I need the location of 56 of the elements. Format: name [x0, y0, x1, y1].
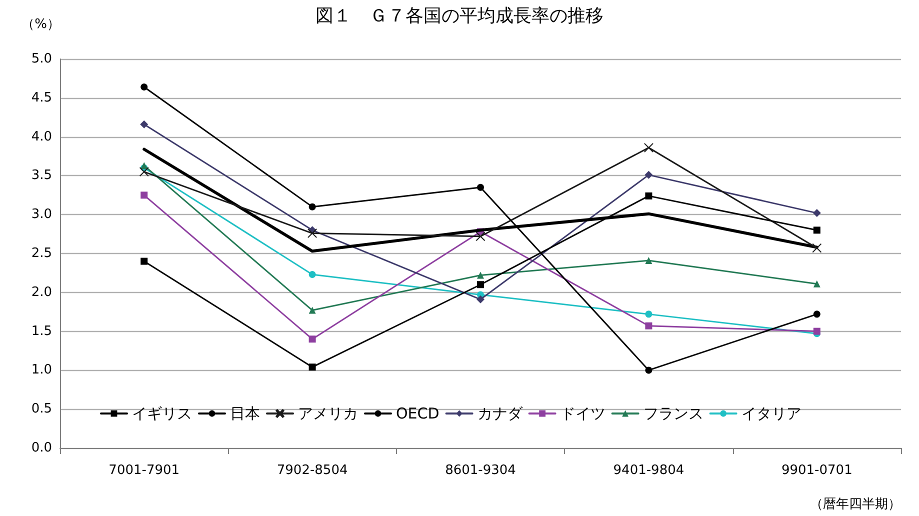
point	[644, 143, 654, 152]
point	[812, 243, 822, 253]
point	[139, 167, 149, 176]
y-tick-label: 1.5	[31, 324, 52, 339]
point	[308, 364, 316, 371]
point	[645, 257, 652, 264]
point	[308, 203, 316, 210]
y-tick-label: 4.0	[31, 129, 52, 144]
legend-label: カナダ	[477, 404, 524, 422]
y-tick-label: 4.5	[31, 90, 52, 106]
legend-label: イギリス	[132, 404, 192, 422]
y-tick-label: 5.0	[31, 52, 52, 66]
point	[308, 228, 317, 238]
point	[645, 366, 652, 374]
y-tick-label: 0.5	[31, 402, 52, 417]
point	[476, 295, 484, 304]
point	[476, 232, 486, 242]
x-tick-label: 9901-0701	[781, 463, 852, 478]
point	[813, 328, 820, 335]
y-tick-label: 0.0	[31, 440, 52, 456]
legend-label: 日本	[230, 404, 260, 422]
point	[140, 84, 148, 91]
point	[140, 120, 148, 128]
y-tick-label: 3.5	[31, 168, 52, 184]
point	[477, 272, 484, 279]
point	[477, 281, 484, 288]
point	[645, 310, 652, 318]
point	[645, 192, 652, 200]
legend-label: OECD	[396, 404, 440, 422]
point	[644, 170, 653, 179]
point	[812, 209, 821, 218]
y-tick-label: 2.0	[31, 284, 52, 300]
point	[813, 226, 820, 234]
legend-label: ドイツ	[560, 404, 606, 422]
point	[140, 258, 148, 265]
y-axis-title: （%）	[22, 17, 60, 32]
point	[308, 306, 316, 314]
point	[477, 184, 484, 191]
x-tick-label: 7001-7901	[108, 463, 180, 478]
x-axis-title: （暦年四半期）	[810, 497, 901, 512]
point	[813, 310, 820, 318]
y-tick-label: 1.0	[31, 362, 52, 378]
legend-label: アメリカ	[298, 404, 358, 422]
point	[308, 271, 316, 278]
y-tick-label: 2.5	[31, 246, 52, 261]
y-tick-label: 3.0	[31, 207, 52, 222]
point	[140, 192, 148, 199]
point	[308, 336, 316, 343]
x-tick-label: 9401-9804	[613, 463, 684, 478]
legend-label: イタリア	[741, 404, 802, 422]
x-tick-label: 8601-9304	[445, 463, 516, 478]
chart-title: 図１ Ｇ７各国の平均成長率の推移	[316, 6, 604, 26]
x-tick-label: 7902-8504	[276, 463, 348, 478]
point	[813, 280, 820, 288]
legend-label: フランス	[643, 404, 704, 422]
point	[645, 322, 652, 330]
